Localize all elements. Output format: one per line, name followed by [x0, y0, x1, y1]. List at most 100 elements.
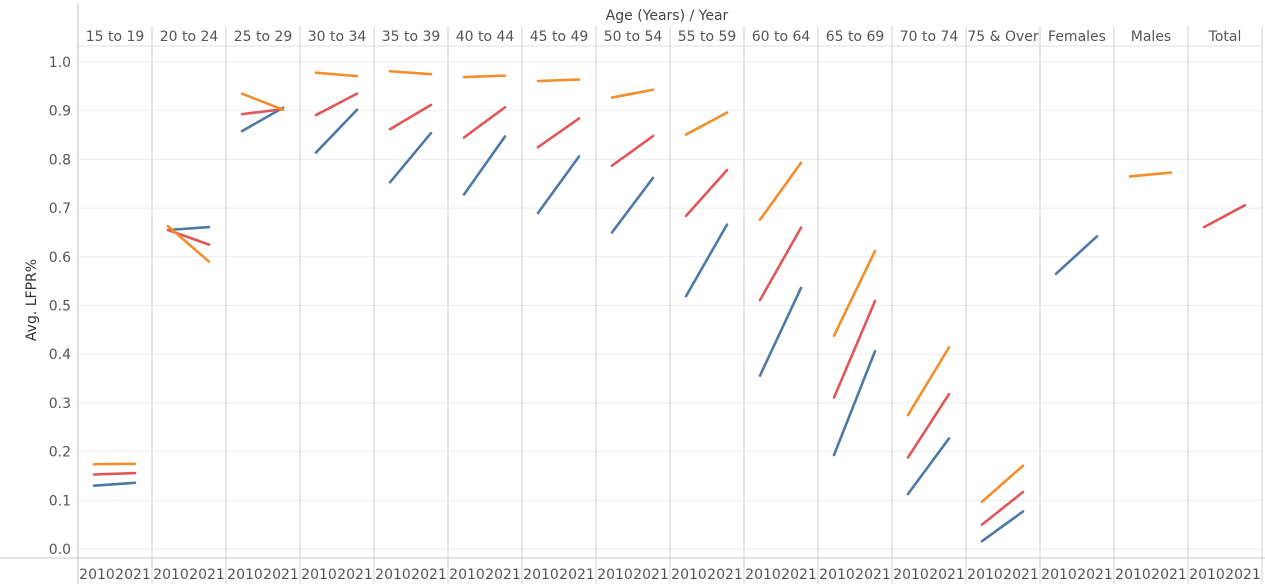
group-header: Females	[1048, 29, 1106, 45]
series-line-segment	[388, 131, 433, 184]
header-title: Age (Years) / Year	[606, 8, 729, 24]
x-tick-label: 2010	[375, 567, 411, 583]
group-header: Males	[1131, 29, 1171, 45]
x-tick-label: 2021	[189, 567, 225, 583]
x-tick-label: 2010	[819, 567, 855, 583]
group-header: 25 to 29	[234, 29, 293, 45]
x-tick-label: 2010	[523, 567, 559, 583]
series-line-segment	[314, 108, 359, 154]
group-header: 55 to 59	[678, 29, 737, 45]
y-tick-label: 0.4	[49, 347, 71, 363]
group-header: 50 to 54	[604, 29, 663, 45]
x-tick-label: 2010	[301, 567, 337, 583]
x-tick-label: 2021	[411, 567, 447, 583]
series-line-segment	[610, 88, 655, 99]
series-line-segment	[610, 176, 655, 234]
x-tick-label: 2010	[1041, 567, 1077, 583]
series-line-segment	[1054, 235, 1099, 276]
x-tick-label: 2021	[929, 567, 965, 583]
series-line-segment	[610, 134, 655, 168]
series-line-segment	[832, 349, 877, 457]
group-header: 60 to 64	[752, 29, 811, 45]
series-line-segment	[758, 161, 803, 222]
x-tick-label: 2010	[597, 567, 633, 583]
group-header: 15 to 19	[86, 29, 145, 45]
group-header: 40 to 44	[456, 29, 515, 45]
series-line-segment	[388, 69, 433, 76]
x-tick-label: 2021	[633, 567, 669, 583]
series-line-segment	[758, 226, 803, 302]
series-line-segment	[240, 92, 285, 112]
y-axis-label: Avg. LFPR%	[24, 259, 40, 341]
header-area: Age (Years) / Year	[606, 8, 729, 24]
series-line-segment	[314, 71, 359, 78]
x-tick-label: 2010	[449, 567, 485, 583]
x-tick-label: 2021	[707, 567, 743, 583]
series-line-segment	[388, 103, 433, 131]
group-header: 70 to 74	[900, 29, 959, 45]
series-lines	[92, 69, 1247, 543]
x-tick-label: 2010	[79, 567, 115, 583]
series-line-segment	[906, 437, 951, 496]
series-line-segment	[462, 105, 507, 139]
x-tick-label: 2010	[227, 567, 263, 583]
series-line-segment	[536, 155, 581, 215]
series-line-segment	[166, 225, 211, 232]
series-line-segment	[684, 223, 729, 298]
x-tick-label: 2010	[1115, 567, 1151, 583]
series-line-segment	[166, 224, 211, 263]
x-tick-label: 2010	[893, 567, 929, 583]
series-line-segment	[240, 106, 285, 133]
y-tick-label: 0.9	[49, 104, 71, 120]
y-tick-label: 0.7	[49, 201, 71, 217]
y-tick-label: 0.2	[49, 445, 71, 461]
x-tick-label: 2021	[1225, 567, 1261, 583]
y-tick-label: 0.8	[49, 152, 71, 168]
series-line-segment	[980, 490, 1025, 526]
series-line-segment	[314, 92, 359, 117]
series-line-segment	[536, 78, 581, 83]
series-line-segment	[240, 107, 285, 116]
series-line-segment	[832, 249, 877, 337]
x-tick-label: 2021	[1077, 567, 1113, 583]
series-line-segment	[536, 117, 581, 149]
x-tick-label: 2010	[671, 567, 707, 583]
y-tick-label: 0.1	[49, 493, 71, 509]
group-header: 75 & Over	[967, 29, 1039, 45]
x-tick-label: 2021	[781, 567, 817, 583]
series-line-segment	[1128, 171, 1173, 178]
year-labels: 2010 2021 2010 2021 2010 2021 2010 2021 2010 2021…	[79, 567, 1261, 583]
series-line-segment	[980, 510, 1025, 543]
group-header: 20 to 24	[160, 29, 219, 45]
x-tick-label: 2010	[1189, 567, 1225, 583]
group-headers: 15 to 19 20 to 24 25 to 29 30 to 34 35 to 39…	[86, 29, 1242, 45]
series-line-segment	[906, 346, 951, 417]
series-line-segment	[1202, 203, 1247, 229]
x-tick-label: 2021	[1003, 567, 1039, 583]
x-tick-label: 2021	[855, 567, 891, 583]
x-tick-label: 2021	[337, 567, 373, 583]
y-tick-label: 0.3	[49, 396, 71, 412]
x-tick-label: 2021	[485, 567, 521, 583]
column-dividers	[0, 4, 1265, 584]
x-tick-label: 2021	[115, 567, 151, 583]
group-header: Total	[1208, 29, 1242, 45]
group-header: 65 to 69	[826, 29, 885, 45]
y-axis: Avg. LFPR% 0.0 0.1 0.2 0.3 0.4 0.5 0.6 0.7 0.8 0.…	[24, 55, 71, 558]
series-line-segment	[684, 168, 729, 218]
series-line-segment	[462, 74, 507, 79]
y-tick-label: 0.5	[49, 299, 71, 315]
series-line-segment	[832, 299, 877, 399]
x-tick-label: 2010	[745, 567, 781, 583]
series-line-segment	[462, 135, 507, 196]
y-tick-label: 0.0	[49, 542, 71, 558]
group-header: 45 to 49	[530, 29, 589, 45]
x-tick-label: 2010	[153, 567, 189, 583]
series-line-segment	[980, 464, 1025, 504]
series-line-segment	[758, 286, 803, 377]
series-line-segment	[684, 111, 729, 136]
group-header: 30 to 34	[308, 29, 367, 45]
group-header: 35 to 39	[382, 29, 441, 45]
